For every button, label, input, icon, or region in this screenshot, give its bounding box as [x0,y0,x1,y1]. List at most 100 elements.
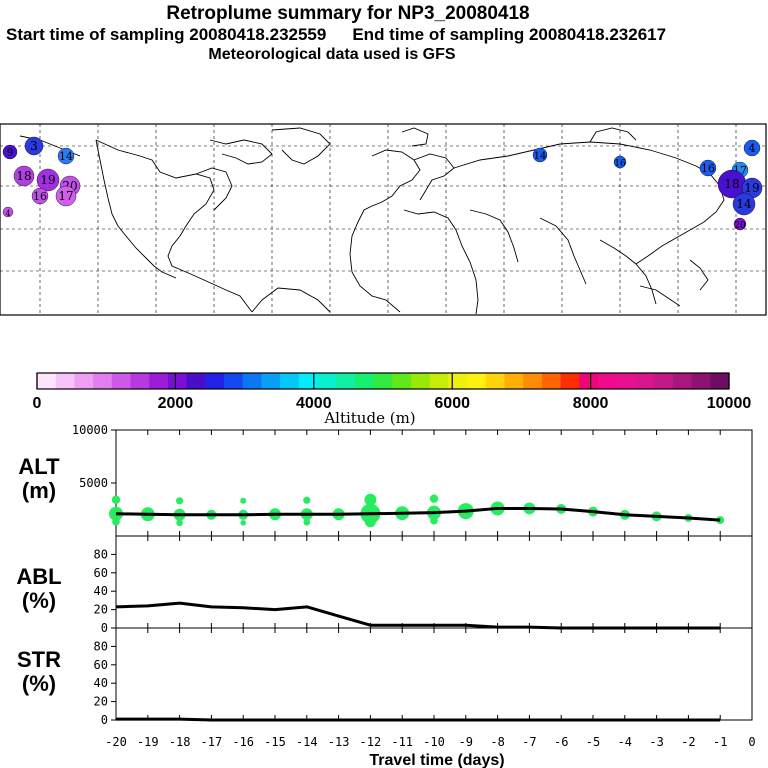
plume-marker [57,147,75,165]
plume-marker [732,192,756,216]
x-tick-label: -16 [232,735,254,749]
abl-panel-label: ABL (%) [4,565,74,613]
plume-marker [13,165,35,187]
alt-point [112,517,120,526]
alt-panel-label: ALT (m) [4,455,74,503]
colorbar-swatch [485,373,506,389]
colorbar-swatch [167,373,188,389]
x-tick-label: -13 [328,735,350,749]
colorbar-swatch [261,373,281,389]
x-tick-label: -14 [296,735,318,749]
x-tick-label: -4 [618,735,632,749]
colorbar-swatch [598,373,618,389]
colorbar-swatch [560,373,580,389]
plume-label: 14 [736,197,752,211]
y-tick-label: 20 [94,603,108,617]
y-tick-label: 0 [101,621,108,635]
colorbar-swatch [74,373,94,389]
x-tick-label: -10 [423,735,445,749]
series-line [116,717,721,722]
colorbar-swatch [691,373,711,389]
colorbar-swatch [242,373,262,389]
y-tick-label: 80 [94,639,108,653]
colorbar-swatch [186,373,206,389]
plume-label: 9 [7,148,13,159]
y-tick-label: 40 [94,676,108,690]
colorbar-swatch [392,373,412,389]
colorbar-tick-label: 0 [33,395,42,412]
plume-label: 17 [58,189,73,203]
str-unit: (%) [21,671,57,696]
str-label: STR [17,647,61,672]
plume-label: 16 [614,159,626,169]
colorbar-swatch [579,373,599,389]
colorbar-swatch [504,373,524,389]
alt-point [176,497,184,505]
colorbar-swatch [317,373,337,389]
x-tick-label: -20 [105,735,127,749]
colorbar-swatch [635,373,655,389]
colorbar-swatch [55,373,75,389]
x-tick-label: -8 [490,735,504,749]
colorbar-swatch [429,373,449,389]
plume-label: 19 [40,173,55,187]
x-tick-label: 0 [748,735,755,749]
y-tick-label: 60 [94,658,108,672]
colorbar-tick-label: 2000 [158,395,194,412]
plume-label: 4 [5,209,10,218]
plume-marker [733,217,747,231]
x-tick-label: -5 [586,735,600,749]
colorbar-swatch [130,373,150,389]
plume-label: 16 [701,162,715,175]
colorbar-swatch [354,373,375,389]
plume-label: 14 [59,150,73,163]
colorbar-swatch [298,373,319,389]
colorbar-swatch [411,373,431,389]
alt-point [303,496,311,504]
alt-unit: (m) [21,478,57,503]
colorbar-swatch [467,373,487,389]
alt-label: ALT [18,454,60,479]
plume-marker [532,147,548,163]
plume-marker [2,144,18,160]
colorbar-swatch [336,373,356,389]
x-tick-label: -17 [201,735,223,749]
start-time: Start time of sampling 20080418.232559 [6,25,327,44]
y-tick-label: 60 [94,566,108,580]
plume-label: 3 [30,139,38,153]
x-tick-label: -18 [169,735,191,749]
chart-title: Retroplume summary for NP3_20080418 [166,3,530,24]
plume-marker [55,185,77,207]
alt-point [176,519,183,527]
colorbar-swatch [523,373,543,389]
map-gridlines [0,124,766,315]
x-axis-label: Travel time (days) [369,752,504,768]
plume-marker [699,159,717,177]
alt-point [303,518,311,526]
colorbar-swatch [93,373,113,389]
plume-label: 16 [33,190,47,203]
alt-point [364,493,377,506]
y-tick-label: 20 [94,695,108,709]
plume-label: 14 [534,151,547,162]
y-tick-label: 10000 [72,423,108,437]
alt-point [364,516,376,528]
colorbar-swatch [149,373,169,389]
x-tick-label: -2 [681,735,695,749]
coastlines [19,127,751,315]
y-tick-label: 80 [94,547,108,561]
colorbar-tick-label: 8000 [573,395,609,412]
alt-point [240,520,246,526]
x-tick-label: -19 [137,735,159,749]
y-tick-label: 40 [94,584,108,598]
y-tick-label: 5000 [79,476,108,490]
plume-label: 18 [16,169,31,183]
x-tick-label: -7 [522,735,536,749]
series-line [115,601,721,630]
x-tick-label: -11 [391,735,413,749]
x-tick-label: -3 [649,735,663,749]
x-tick-label: -1 [713,735,727,749]
colorbar-swatch [541,373,562,389]
